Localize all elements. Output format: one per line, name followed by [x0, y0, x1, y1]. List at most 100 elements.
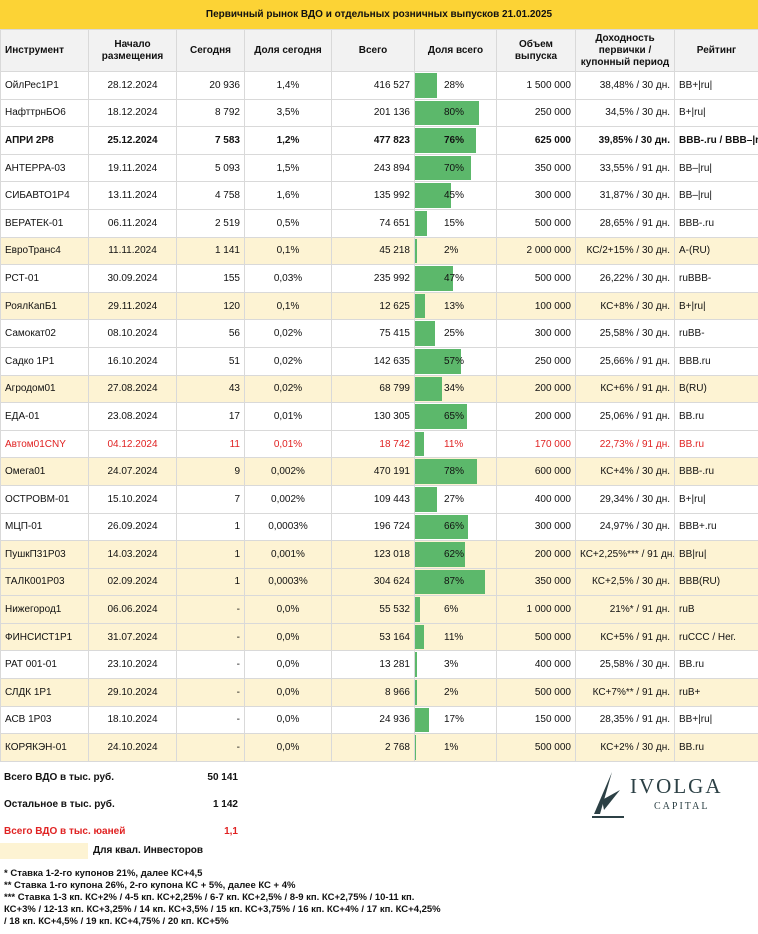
- share-bar: [415, 376, 443, 402]
- cell-total: 470 191: [331, 457, 415, 486]
- share-bar: [415, 404, 467, 429]
- cell-yield: КС+5% / 91 дн.: [575, 622, 675, 652]
- total-label: Всего ВДО в тыс. юаней: [4, 826, 126, 837]
- col-yield: Доходность первички / купонный период: [575, 29, 675, 72]
- share-total-label: 34%: [444, 383, 465, 395]
- cell-share-total: 62%: [414, 540, 497, 569]
- footnote: ** Ставка 1-го купона 26%, 2-го купона К…: [4, 880, 296, 891]
- col-share-today: Доля сегодня: [244, 29, 332, 72]
- ivolga-logo-icon: [592, 772, 624, 818]
- cell-share-total: 11%: [414, 429, 497, 459]
- cell-total: 135 992: [331, 181, 415, 210]
- cell-share-total: 2%: [414, 236, 497, 266]
- cell-total: 130 305: [331, 402, 415, 431]
- share-total-label: 62%: [444, 548, 465, 560]
- share-total-label: 66%: [444, 521, 465, 533]
- cell-total: 235 992: [331, 264, 415, 293]
- cell-share-today: 0,0%: [244, 622, 332, 652]
- cell-start: 15.10.2024: [88, 484, 177, 514]
- share-total-label: 45%: [444, 190, 465, 202]
- cell-share-total: 76%: [414, 126, 497, 155]
- cell-volume: 300 000: [496, 512, 576, 542]
- cell-today: 7: [176, 484, 245, 514]
- cell-yield: КС/2+15% / 30 дн.: [575, 236, 675, 266]
- cell-start: 29.10.2024: [88, 678, 177, 707]
- cell-share-total: 1%: [414, 733, 497, 762]
- cell-yield: КС+2,25%*** / 91 дн.: [575, 540, 675, 569]
- footnote: / 18 кп. КС+4,5% / 19 кп. КС+4,75% / 20 …: [4, 916, 229, 927]
- cell-start: 30.09.2024: [88, 264, 177, 293]
- cell-share-today: 1,2%: [244, 126, 332, 155]
- cell-yield: 25,58% / 30 дн.: [575, 319, 675, 348]
- cell-instrument: АСВ 1Р03: [0, 705, 89, 735]
- col-rating: Рейтинг: [674, 29, 758, 72]
- share-total-label: 15%: [444, 217, 465, 229]
- share-bar: [415, 238, 417, 264]
- cell-instrument: ПушкП31Р03: [0, 540, 89, 569]
- col-instrument: Инструмент: [0, 29, 89, 72]
- cell-share-total: 66%: [414, 512, 497, 542]
- cell-share-today: 0,03%: [244, 264, 332, 293]
- cell-volume: 150 000: [496, 705, 576, 735]
- cell-volume: 100 000: [496, 291, 576, 321]
- total-value: 1 142: [212, 799, 238, 810]
- cell-today: 1: [176, 567, 245, 597]
- cell-start: 02.09.2024: [88, 567, 177, 597]
- cell-share-total: 47%: [414, 264, 497, 293]
- share-bar: [415, 597, 420, 622]
- cell-start: 16.10.2024: [88, 346, 177, 376]
- share-total-label: 25%: [444, 328, 465, 340]
- cell-rating: B+|ru|: [674, 484, 758, 514]
- cell-rating: B+|ru|: [674, 98, 758, 128]
- cell-share-today: 0,002%: [244, 457, 332, 486]
- table-row: ФИНСИСТ1Р1 31.07.2024-0,0% 53 164 11% 500 00…: [0, 622, 758, 652]
- share-bar: [415, 707, 429, 733]
- cell-volume: 300 000: [496, 319, 576, 348]
- table-row: ТАЛК001Р03 02.09.2024 1 0,0003% 304 624 87% 35…: [0, 567, 758, 597]
- cell-volume: 300 000: [496, 181, 576, 210]
- cell-rating: BB.ru: [674, 650, 758, 680]
- total-row: Всего ВДО в тыс. руб. 50 141: [0, 765, 240, 792]
- cell-volume: 500 000: [496, 208, 576, 238]
- cell-start: 19.11.2024: [88, 153, 177, 183]
- cell-today: -: [176, 650, 245, 680]
- cell-share-today: 0,0%: [244, 678, 332, 707]
- cell-yield: КС+8% / 30 дн.: [575, 291, 675, 321]
- table-row: МЦП-01 26.09.2024 1 0,0003% 196 724 66% 300 00…: [0, 512, 758, 542]
- share-bar: [415, 624, 424, 650]
- cell-instrument: КОРЯКЭН-01: [0, 733, 89, 762]
- cell-share-total: 15%: [414, 208, 497, 238]
- cell-start: 24.07.2024: [88, 457, 177, 486]
- cell-total: 13 281: [331, 650, 415, 680]
- cell-today: 43: [176, 374, 245, 404]
- cell-share-total: 27%: [414, 484, 497, 514]
- table-row: АСВ 1Р03 18.10.2024-0,0% 24 936 17% 150 000 2…: [0, 705, 758, 735]
- cell-share-total: 25%: [414, 319, 497, 348]
- cell-share-total: 2%: [414, 678, 497, 707]
- cell-instrument: МЦП-01: [0, 512, 89, 542]
- footnote: * Ставка 1-2-го купонов 21%, далее КС+4,…: [4, 868, 203, 879]
- table-row: Самокат02 08.10.2024 56 0,02% 75 415 25% 300 0…: [0, 319, 758, 348]
- share-bar: [415, 183, 451, 208]
- col-total: Всего: [331, 29, 415, 72]
- share-total-label: 28%: [444, 79, 465, 91]
- cell-today: 120: [176, 291, 245, 321]
- cell-total: 123 018: [331, 540, 415, 569]
- cell-instrument: ЕДА-01: [0, 402, 89, 431]
- cell-instrument: СЛДК 1Р1: [0, 678, 89, 707]
- share-bar: [415, 486, 437, 512]
- cell-instrument: Самокат02: [0, 319, 89, 348]
- cell-rating: BBB(RU): [674, 567, 758, 597]
- cell-today: -: [176, 595, 245, 624]
- cell-start: 08.10.2024: [88, 319, 177, 348]
- page-title: Первичный рынок ВДО и отдельных розничны…: [0, 0, 758, 29]
- cell-rating: BB–|ru|: [674, 181, 758, 210]
- cell-share-today: 0,1%: [244, 291, 332, 321]
- share-total-label: 13%: [444, 300, 465, 312]
- cell-share-today: 3,5%: [244, 98, 332, 128]
- legend-text: Для квал. Инвесторов: [93, 845, 204, 856]
- cell-start: 28.12.2024: [88, 71, 177, 100]
- cell-volume: 400 000: [496, 650, 576, 680]
- cell-volume: 350 000: [496, 567, 576, 597]
- share-total-label: 3%: [444, 659, 459, 671]
